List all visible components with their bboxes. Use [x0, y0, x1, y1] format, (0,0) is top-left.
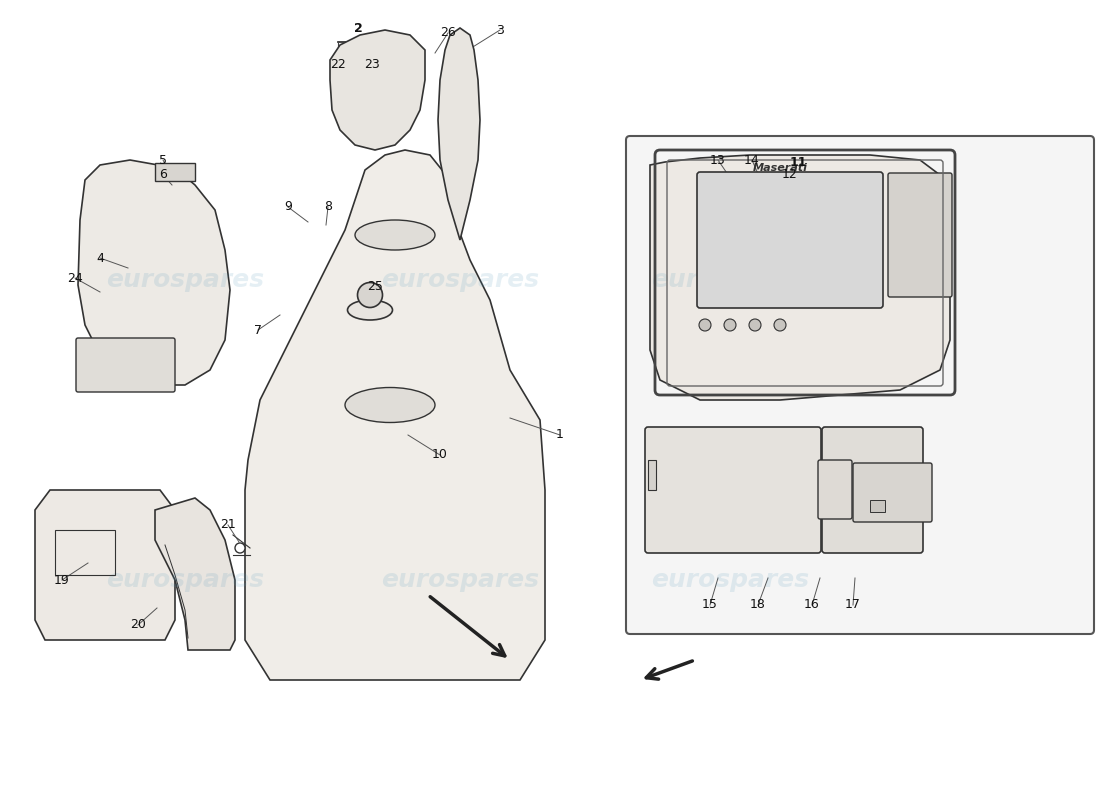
Text: 10: 10: [432, 449, 448, 462]
Text: 12: 12: [782, 169, 797, 182]
Polygon shape: [330, 30, 425, 150]
Text: 11: 11: [790, 155, 806, 169]
Polygon shape: [650, 155, 950, 400]
Bar: [55, 530, 116, 575]
Bar: [870, 500, 886, 512]
Text: 15: 15: [702, 598, 718, 611]
Text: eurospares: eurospares: [381, 568, 539, 592]
Polygon shape: [438, 28, 480, 240]
Text: Maserati: Maserati: [752, 163, 807, 173]
Circle shape: [235, 543, 245, 553]
Circle shape: [774, 319, 786, 331]
Text: 26: 26: [440, 26, 455, 39]
Text: 3: 3: [496, 23, 504, 37]
Text: 1: 1: [557, 429, 564, 442]
Text: 25: 25: [367, 281, 383, 294]
Text: 6: 6: [160, 169, 167, 182]
Text: 14: 14: [744, 154, 760, 166]
Text: 23: 23: [364, 58, 380, 71]
Ellipse shape: [358, 282, 383, 307]
Text: 13: 13: [711, 154, 726, 166]
FancyBboxPatch shape: [822, 427, 923, 553]
Text: 24: 24: [67, 271, 82, 285]
Polygon shape: [155, 498, 235, 650]
Text: 5: 5: [160, 154, 167, 166]
Circle shape: [698, 319, 711, 331]
Text: 22: 22: [330, 58, 345, 71]
Text: 19: 19: [54, 574, 70, 586]
Ellipse shape: [348, 300, 393, 320]
FancyBboxPatch shape: [645, 427, 821, 553]
Polygon shape: [78, 160, 230, 385]
Text: eurospares: eurospares: [106, 268, 264, 292]
FancyBboxPatch shape: [888, 173, 952, 297]
FancyBboxPatch shape: [852, 463, 932, 522]
FancyBboxPatch shape: [818, 460, 852, 519]
FancyBboxPatch shape: [626, 136, 1094, 634]
Text: 9: 9: [284, 201, 292, 214]
Text: eurospares: eurospares: [381, 268, 539, 292]
Text: 18: 18: [750, 598, 766, 611]
Text: 20: 20: [130, 618, 146, 631]
Circle shape: [724, 319, 736, 331]
Text: 4: 4: [96, 251, 103, 265]
Text: eurospares: eurospares: [651, 268, 810, 292]
Text: 21: 21: [220, 518, 235, 531]
Bar: [155, 163, 195, 181]
Polygon shape: [245, 150, 544, 680]
Text: 7: 7: [254, 323, 262, 337]
FancyBboxPatch shape: [697, 172, 883, 308]
Text: 8: 8: [324, 201, 332, 214]
Polygon shape: [35, 490, 175, 640]
Circle shape: [749, 319, 761, 331]
Text: eurospares: eurospares: [651, 568, 810, 592]
Text: eurospares: eurospares: [106, 568, 264, 592]
Ellipse shape: [355, 220, 434, 250]
Text: 17: 17: [845, 598, 861, 611]
FancyBboxPatch shape: [76, 338, 175, 392]
Text: 2: 2: [353, 22, 362, 34]
Ellipse shape: [345, 387, 434, 422]
Bar: [648, 460, 656, 490]
Text: 16: 16: [804, 598, 820, 611]
